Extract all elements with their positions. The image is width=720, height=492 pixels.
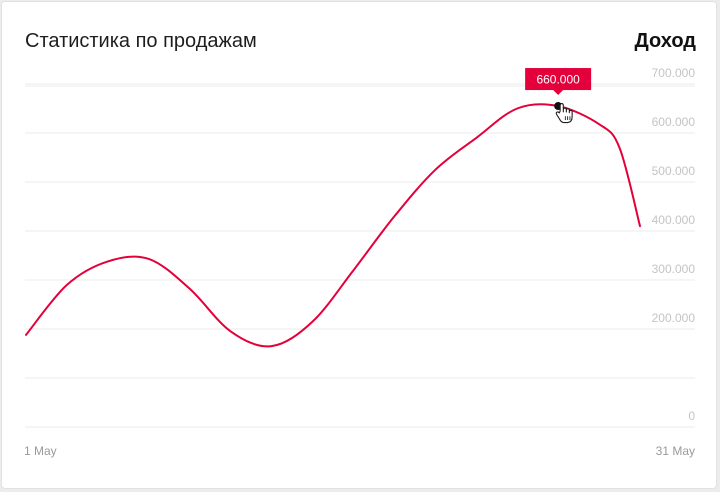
y-tick-label: 400.000 (652, 213, 696, 227)
metric-selector[interactable]: Доход (634, 30, 696, 52)
y-tick-label: 700.000 (652, 66, 696, 80)
tooltip-arrow (553, 90, 564, 96)
y-tick-label: 0 (688, 409, 695, 423)
y-tick-label: 200.000 (652, 311, 696, 325)
tooltip-value: 660.000 (536, 73, 580, 87)
y-tick-label: 600.000 (652, 115, 696, 129)
x-tick-labels: 1 May 31 May (24, 444, 695, 458)
y-tick-label: 300.000 (652, 262, 696, 276)
x-tick-label-end: 31 May (656, 444, 695, 458)
y-tick-labels: 0 200.000 300.000 400.000 500.000 600.000 700.… (652, 66, 696, 423)
grid-lines (25, 83, 695, 428)
tooltip-box (525, 68, 592, 91)
value-tooltip: 660.000 (525, 68, 592, 96)
revenue-line (25, 103, 641, 348)
hand-cursor-icon (555, 103, 573, 124)
y-tick-label: 500.000 (652, 164, 696, 178)
x-tick-label-start: 1 May (24, 444, 57, 458)
card-title: Статистика по продажам (25, 30, 257, 52)
